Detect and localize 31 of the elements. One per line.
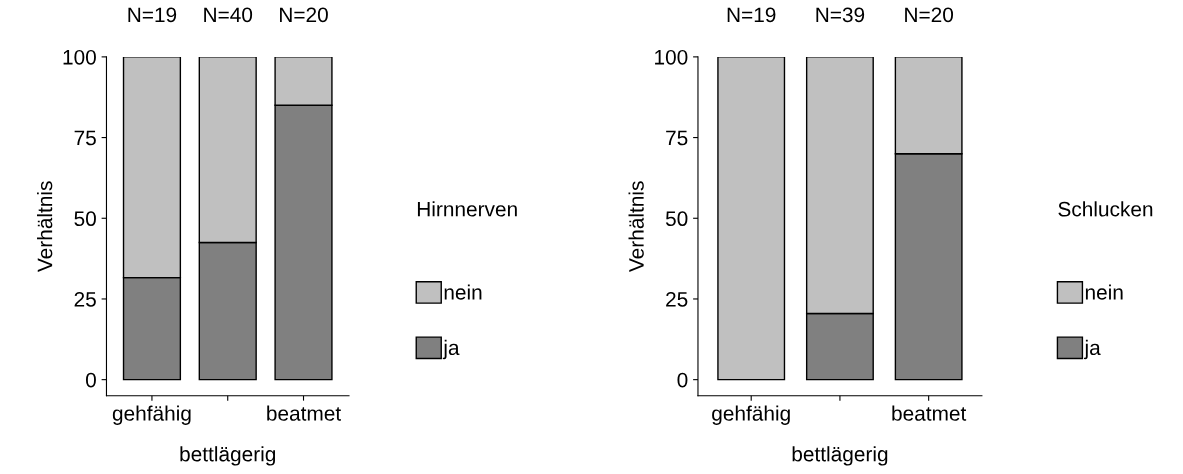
y-tick-label: 75 (74, 130, 96, 146)
x-tick-label: gehfähig (112, 405, 191, 425)
x-tick-label: beatmet (892, 405, 967, 421)
annotation: N=40 (204, 7, 253, 23)
legend-label: ja (442, 339, 460, 360)
y-tick-label: 0 (85, 372, 96, 388)
y-tick-label: 25 (74, 291, 96, 307)
annotation: N=20 (280, 7, 328, 23)
y-tick-label: 100 (655, 49, 688, 65)
x-tick-label: bettlägerig (792, 446, 888, 466)
legend-title: Schlucken (1058, 201, 1153, 217)
legend-label: ja (1084, 339, 1101, 360)
annotation: N=19 (727, 7, 776, 23)
bar (717, 56, 786, 381)
y-axis-title: Verhältnis (37, 181, 53, 272)
annotation: N=39 (816, 7, 865, 23)
x-tick-label: beatmet (267, 405, 341, 421)
y-axis-title: Verhältnis (628, 181, 644, 272)
annotation: N=19 (128, 7, 177, 23)
legend-label: nein (444, 284, 482, 300)
x-tick-label: gehfähig (712, 405, 790, 425)
y-tick-label: 25 (666, 291, 688, 307)
annotation: N=20 (905, 7, 954, 23)
y-tick-label: 0 (677, 372, 688, 388)
x-tick-label: bettlägerig (180, 446, 276, 466)
y-tick-label: 50 (665, 211, 688, 227)
y-tick-label: 100 (63, 49, 96, 65)
y-tick-label: 50 (74, 211, 96, 227)
legend-label: nein (1085, 284, 1123, 300)
legend-title: Hirnnerven (417, 201, 517, 217)
y-tick-label: 75 (666, 130, 688, 146)
